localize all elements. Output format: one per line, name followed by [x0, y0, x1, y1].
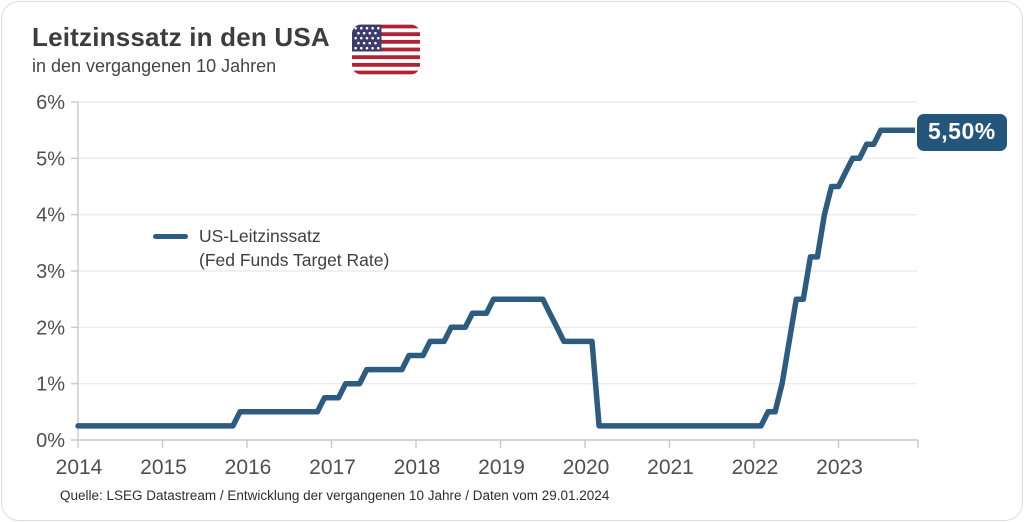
us-flag-icon — [352, 24, 420, 75]
x-tick-label: 2023 — [816, 456, 863, 479]
source-note: Quelle: LSEG Datastream / Entwicklung de… — [60, 488, 610, 503]
y-tick-label: 3% — [36, 261, 65, 283]
x-tick-label: 2017 — [309, 456, 356, 479]
us-flag-art — [352, 24, 420, 75]
rate-series-line — [75, 127, 921, 429]
y-tick-label: 1% — [36, 374, 65, 396]
legend-label: US-Leitzinssatz (Fed Funds Target Rate) — [199, 225, 389, 272]
page-subtitle: in den vergangenen 10 Jahren — [32, 56, 277, 76]
y-tick-label: 6% — [36, 92, 65, 114]
x-tick-label: 2016 — [225, 456, 272, 479]
x-tick-label: 2015 — [140, 456, 187, 479]
x-tick-label: 2020 — [563, 456, 610, 479]
x-tick-label: 2021 — [647, 456, 694, 479]
page-title: Leitzinssatz in den USA — [32, 22, 330, 52]
y-tick-label: 2% — [36, 317, 65, 339]
x-tick-label: 2022 — [732, 456, 779, 479]
current-value-badge: 5,50% — [915, 112, 1009, 153]
y-tick-label: 0% — [36, 430, 65, 452]
x-tick-label: 2018 — [394, 456, 441, 479]
x-tick-label: 2014 — [56, 456, 103, 479]
legend-label-line1: US-Leitzinssatz — [199, 226, 321, 246]
x-tick-label: 2019 — [478, 456, 525, 479]
legend: US-Leitzinssatz (Fed Funds Target Rate) — [153, 225, 389, 272]
legend-label-line2: (Fed Funds Target Rate) — [199, 249, 390, 270]
y-tick-label: 5% — [36, 148, 65, 170]
y-tick-label: 4% — [36, 205, 65, 227]
legend-line-swatch — [153, 234, 188, 239]
